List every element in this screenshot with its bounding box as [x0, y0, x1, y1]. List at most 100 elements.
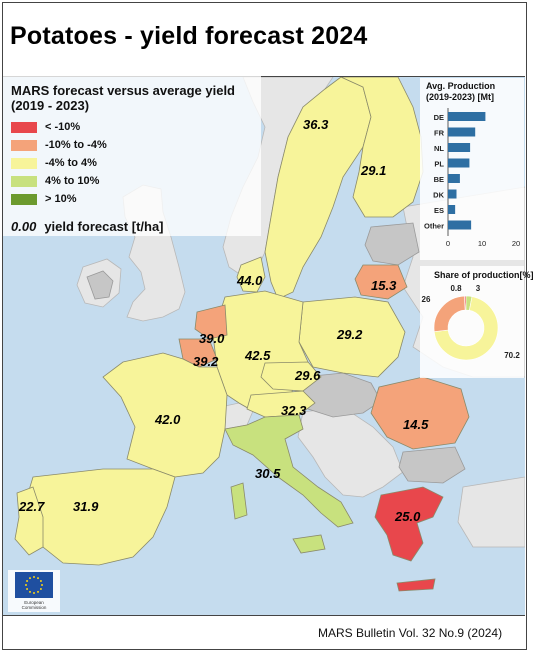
country-it-sicily	[292, 534, 326, 554]
production-title-line2: (2019-2023) [Mt]	[426, 92, 495, 102]
production-tick-label: 10	[478, 239, 486, 248]
value-be: 39.2	[193, 354, 219, 369]
country-it-sardinia	[230, 482, 248, 520]
eu-star-icon	[26, 580, 29, 582]
production-category-label: NL	[434, 144, 444, 153]
eu-star-icon	[37, 577, 39, 580]
eu-star-icon	[25, 584, 27, 586]
legend-label: < -10%	[45, 121, 81, 133]
legend-swatch	[11, 122, 37, 133]
production-bar	[448, 127, 476, 137]
production-category-label: DE	[434, 113, 444, 122]
value-el: 25.0	[394, 509, 421, 524]
eu-no-forecast	[86, 222, 466, 484]
country-lt	[354, 264, 408, 300]
production-bar	[448, 158, 470, 168]
eu-star-icon	[39, 580, 42, 582]
legend-unit: 0.00 yield forecast [t/ha]	[11, 219, 164, 234]
production-tick-label: 20	[512, 239, 520, 248]
legend-swatch	[11, 158, 37, 169]
legend-title: MARS forecast versus average yield (2019…	[11, 83, 235, 113]
country-pl	[298, 296, 406, 378]
production-bar	[448, 174, 460, 183]
value-es: 31.9	[73, 499, 99, 514]
share-slice-label: 0.8	[450, 284, 462, 293]
eu-star-icon	[26, 588, 29, 590]
legend-title-line2: (2019 - 2023)	[11, 98, 90, 113]
production-tick-label: 0	[446, 239, 450, 248]
value-pt: 22.7	[18, 499, 45, 514]
value-ro: 14.5	[403, 417, 429, 432]
map-legend: MARS forecast versus average yield (2019…	[3, 76, 261, 236]
production-category-label: BE	[434, 175, 444, 184]
share-slice-label: 70.2	[504, 351, 520, 360]
country-nl	[194, 304, 228, 340]
map-value-labels: 36.3 29.1 44.0 15.3 39.0 39.2 42.5 29.2 …	[18, 117, 429, 524]
country-it	[224, 414, 354, 528]
value-cz: 29.6	[294, 368, 321, 383]
production-chart-title: Avg. Production (2019-2023) [Mt]	[426, 81, 495, 103]
country-se	[264, 77, 372, 300]
eu-stars	[25, 576, 43, 594]
forecast-countries	[14, 77, 470, 592]
logo-caption-line2: Commission	[22, 605, 47, 610]
production-bar	[448, 112, 486, 121]
production-bar	[448, 205, 456, 214]
legend-swatch	[11, 140, 37, 151]
share-slice	[433, 295, 466, 332]
share-donut-chart: 70.2 26 0.8 3	[422, 284, 520, 361]
value-pl: 29.2	[336, 327, 363, 342]
legend-label: -10% to -4%	[45, 139, 107, 151]
eu-star-icon	[33, 592, 35, 594]
country-fi	[340, 77, 424, 218]
value-fi: 29.1	[360, 163, 386, 178]
production-bar	[448, 220, 472, 230]
eu-flag-icon: European Commission	[15, 572, 53, 610]
eu-star-icon	[41, 584, 43, 586]
value-it: 30.5	[255, 466, 281, 481]
eu-star-icon	[29, 590, 31, 593]
legend-swatch	[11, 176, 37, 187]
country-el	[374, 486, 444, 562]
value-at: 32.3	[281, 403, 307, 418]
share-slice-label: 26	[422, 295, 431, 304]
eu-star-icon	[39, 588, 42, 590]
value-dk: 44.0	[236, 273, 263, 288]
value-de: 42.5	[244, 348, 271, 363]
eu-flag	[15, 572, 53, 598]
country-be	[178, 338, 218, 368]
value-nl: 39.0	[199, 331, 225, 346]
country-fr	[102, 352, 228, 478]
legend-unit-label: yield forecast [t/ha]	[44, 219, 164, 234]
country-es	[26, 468, 176, 566]
production-title-line1: Avg. Production	[426, 81, 496, 91]
eu-star-icon	[29, 577, 31, 580]
legend-label: 4% to 10%	[45, 175, 100, 187]
value-fr: 42.0	[154, 412, 181, 427]
production-category-label: PL	[434, 160, 444, 169]
production-category-label: ES	[434, 206, 444, 215]
eu-commission-logo: European Commission	[8, 570, 60, 612]
share-chart-title: Share of production[%]	[434, 270, 534, 280]
legend-swatch	[11, 194, 37, 205]
footer-citation: MARS Bulletin Vol. 32 No.9 (2024)	[318, 626, 503, 640]
value-se: 36.3	[303, 117, 329, 132]
legend-unit-sample: 0.00	[11, 219, 37, 234]
country-ro	[370, 376, 470, 450]
share-slice-label: 3	[476, 284, 481, 293]
value-lt: 15.3	[371, 278, 397, 293]
production-chart-panel: Avg. Production (2019-2023) [Mt] DE FR NL P…	[420, 78, 524, 260]
share-chart-panel: Share of production[%] 70.2 26 0.8 3	[420, 266, 534, 378]
eu-star-icon	[37, 590, 39, 593]
production-category-label: DK	[433, 191, 444, 200]
legend-title-line1: MARS forecast versus average yield	[11, 83, 235, 98]
country-pt	[14, 486, 44, 556]
logo-caption-line1: European	[24, 600, 44, 605]
production-bar	[448, 143, 471, 152]
legend-label: > 10%	[45, 193, 77, 205]
production-bar	[448, 189, 457, 199]
production-category-label: Other	[424, 222, 444, 231]
country-el-crete	[396, 578, 436, 592]
legend-label: -4% to 4%	[45, 157, 97, 169]
